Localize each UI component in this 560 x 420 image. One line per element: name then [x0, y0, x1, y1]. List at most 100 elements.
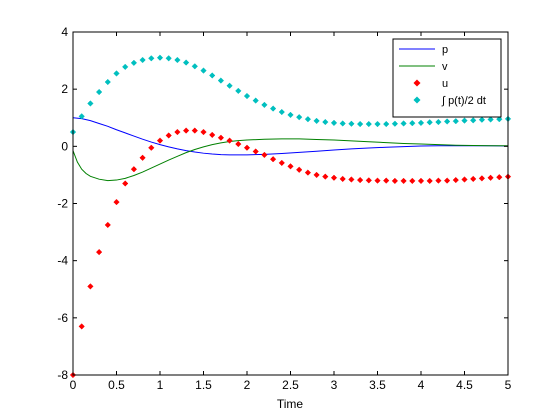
x-tick-label: 4.5	[456, 378, 473, 392]
legend-item: v	[399, 61, 448, 73]
data-point	[426, 119, 433, 126]
series-3	[69, 54, 512, 136]
data-point	[174, 128, 181, 136]
data-point	[182, 127, 190, 134]
x-tick-label: 0.5	[108, 378, 125, 392]
data-point	[226, 82, 233, 89]
data-point	[95, 248, 103, 256]
data-point	[78, 113, 85, 120]
data-point	[130, 59, 138, 67]
data-point	[304, 169, 312, 176]
legend-label: v	[442, 61, 448, 73]
legend-swatch	[413, 79, 421, 87]
data-point	[87, 100, 94, 107]
data-point	[487, 116, 494, 123]
data-point	[400, 120, 407, 127]
data-point	[104, 221, 111, 229]
data-point	[417, 177, 425, 185]
data-point	[200, 128, 207, 136]
data-point	[435, 177, 442, 184]
legend-swatch	[413, 96, 421, 104]
data-point	[130, 166, 138, 173]
data-point	[313, 117, 320, 125]
data-point	[165, 132, 172, 139]
legend-item: u	[413, 78, 448, 90]
data-point	[443, 118, 451, 125]
y-tick-label: -8	[57, 368, 68, 382]
series-1	[72, 138, 508, 182]
data-point	[496, 116, 503, 123]
y-tick-label: 0	[61, 139, 68, 153]
x-tick-label: 3.5	[369, 378, 386, 392]
data-point	[330, 174, 338, 181]
data-point	[365, 177, 372, 184]
data-point	[443, 177, 451, 184]
data-point	[278, 108, 285, 116]
data-point	[217, 134, 225, 141]
data-point	[252, 97, 259, 104]
data-point	[87, 283, 94, 290]
y-tick-label: 4	[61, 25, 68, 39]
data-point	[235, 87, 242, 95]
y-tick-label: -4	[57, 254, 68, 268]
data-point	[304, 116, 312, 123]
data-point	[296, 114, 303, 121]
data-point	[139, 56, 146, 64]
data-point	[339, 120, 346, 127]
x-axis-label: Time	[277, 397, 304, 411]
data-point	[391, 177, 399, 185]
data-point	[104, 78, 111, 86]
data-point	[287, 111, 294, 119]
x-tick-label: 5	[505, 378, 512, 392]
data-point	[452, 176, 459, 184]
series-line-1	[72, 138, 508, 182]
data-point	[243, 144, 251, 151]
data-point	[461, 176, 468, 183]
data-point	[278, 159, 285, 167]
ticks-layer: 0 0.5 1 1.5 2 2.5 3 3.5 4 4.5 5 -8 -6 -4 -2 0 2 4	[57, 25, 511, 392]
y-tick-label: -6	[57, 311, 68, 325]
data-point	[287, 163, 294, 170]
x-tick-label: 3	[331, 378, 338, 392]
legend-label: u	[442, 78, 448, 90]
data-point	[478, 116, 486, 123]
data-point	[383, 177, 390, 184]
data-point	[461, 117, 468, 124]
data-point	[365, 120, 372, 128]
data-point	[374, 177, 381, 184]
data-point	[496, 174, 503, 181]
data-point	[261, 151, 268, 159]
data-point	[400, 177, 407, 185]
data-point	[95, 88, 103, 96]
data-point	[122, 180, 129, 187]
data-point	[470, 175, 477, 183]
data-point	[252, 148, 259, 155]
data-point	[200, 67, 207, 74]
data-point	[383, 120, 390, 128]
data-point	[348, 120, 355, 127]
data-point	[269, 156, 277, 163]
legend-item: ∫ p(t)/2 dt	[413, 95, 486, 107]
data-point	[269, 105, 277, 112]
data-point	[174, 56, 181, 64]
data-point	[182, 59, 190, 66]
data-point	[243, 92, 251, 100]
data-point	[139, 154, 146, 161]
y-tick-label: 2	[61, 82, 68, 96]
data-point	[296, 166, 303, 173]
x-tick-label: 0	[70, 378, 77, 392]
data-point	[209, 131, 216, 139]
series-layer	[69, 54, 512, 379]
data-point	[470, 117, 477, 124]
data-point	[478, 175, 486, 182]
data-point	[391, 120, 399, 127]
data-point	[217, 77, 225, 84]
data-point	[113, 70, 120, 77]
data-point	[122, 63, 129, 71]
x-tick-label: 2.5	[282, 378, 299, 392]
data-point	[452, 118, 459, 125]
data-point	[156, 137, 164, 144]
series-0	[72, 117, 509, 156]
data-point	[235, 140, 242, 148]
data-point	[339, 175, 346, 183]
